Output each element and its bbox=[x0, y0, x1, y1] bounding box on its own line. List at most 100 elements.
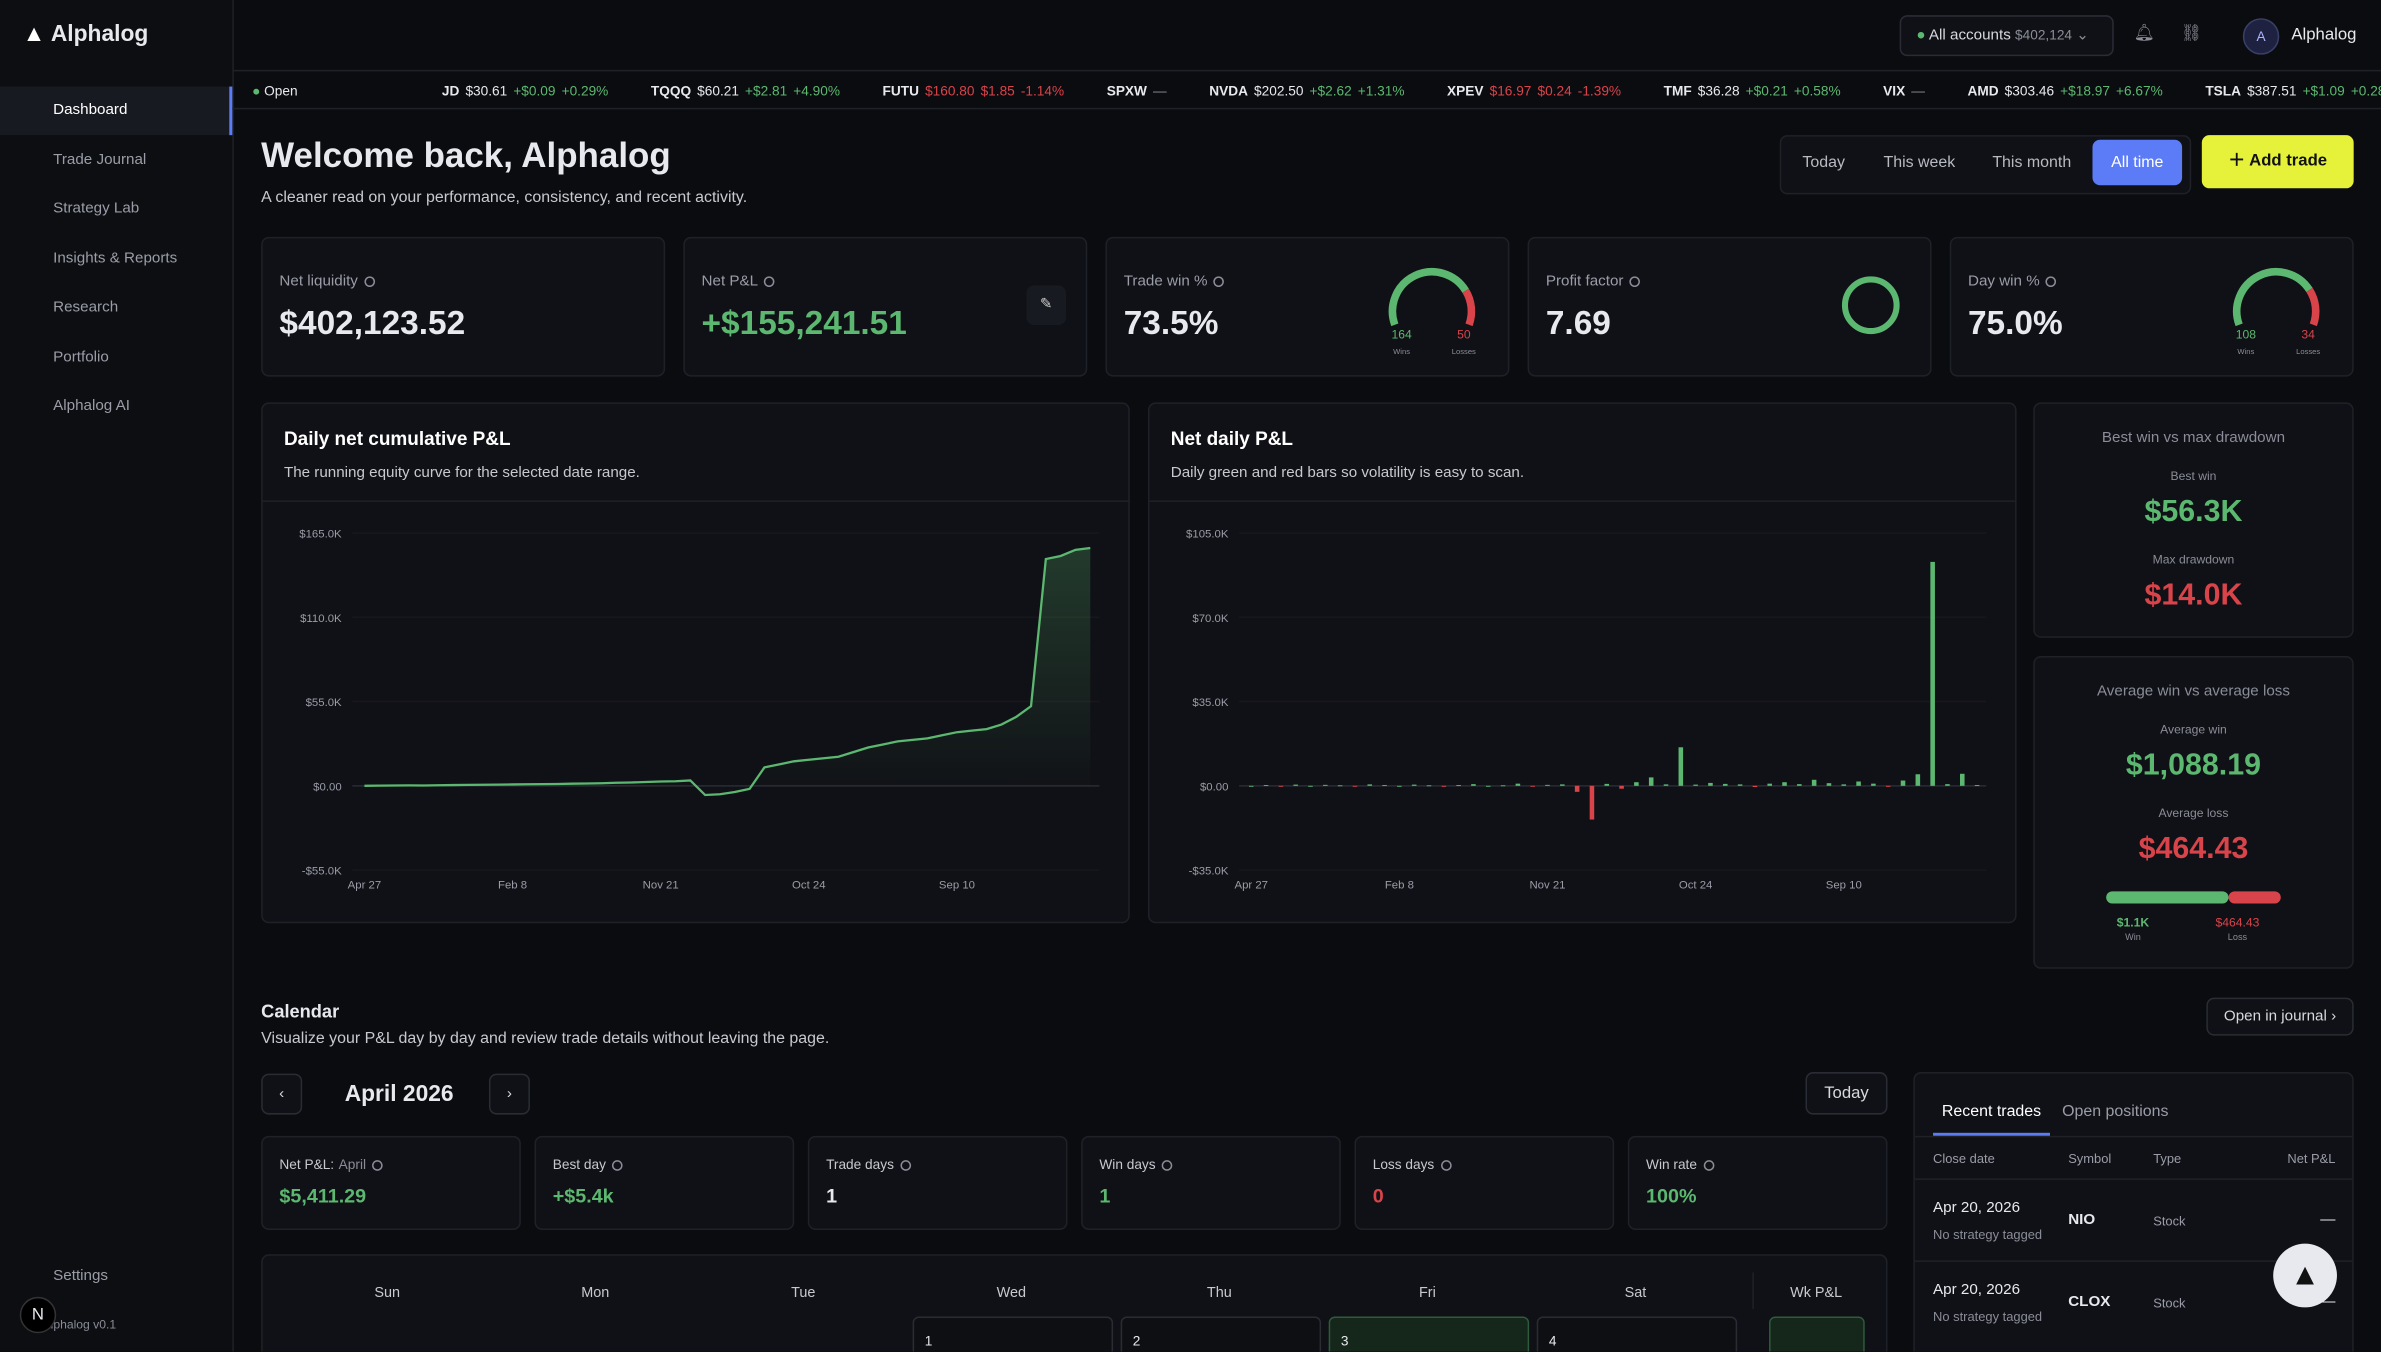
account-select[interactable]: ● All accounts $402,124 ⌄ bbox=[1899, 15, 2114, 57]
settings-link[interactable]: Settings bbox=[0, 1253, 232, 1302]
nav-item[interactable]: Portfolio bbox=[0, 333, 232, 382]
calendar-title: Calendar bbox=[261, 1000, 340, 1022]
day-number: 1 bbox=[924, 1333, 933, 1349]
trade-type: Stock bbox=[2153, 1213, 2186, 1229]
nav-text: Research bbox=[53, 299, 119, 316]
nav-item[interactable]: Research bbox=[0, 284, 232, 333]
ticker-item: AMD $303.46 +$18.97 +6.67% bbox=[1967, 84, 2168, 99]
weekday: Wed bbox=[996, 1284, 1027, 1302]
tab[interactable]: Recent trades bbox=[1933, 1102, 2050, 1136]
welcome-subtitle: A cleaner read on your performance, cons… bbox=[261, 188, 748, 207]
ticker-item: SPXW — bbox=[1107, 84, 1173, 99]
nav-item[interactable]: Trade Journal bbox=[0, 136, 232, 185]
extremes-card bbox=[2033, 402, 2354, 638]
info-icon[interactable] bbox=[372, 1160, 383, 1171]
averages-title: Average win vs average loss bbox=[2096, 683, 2290, 701]
ticker-symbol: JD bbox=[441, 83, 460, 99]
trade-pnl: — bbox=[2320, 1211, 2336, 1229]
day-cell[interactable] bbox=[1536, 1316, 1738, 1352]
bar-loss-value: $464.43 bbox=[2215, 915, 2260, 930]
ticker-symbol: FUTU bbox=[882, 83, 920, 99]
info-icon[interactable] bbox=[1629, 276, 1641, 287]
tab[interactable]: Open positions bbox=[2062, 1102, 2169, 1121]
ticker-symbol: VIX bbox=[1883, 83, 1906, 99]
calendar-subtitle: Visualize your P&L day by day and review… bbox=[261, 1029, 830, 1048]
column-header: Net P&L bbox=[2287, 1151, 2336, 1167]
welcome-title: Welcome back, Alphalog bbox=[261, 135, 671, 175]
stat-card bbox=[261, 236, 666, 377]
nav-text: Insights & Reports bbox=[53, 249, 178, 267]
info-icon[interactable] bbox=[1440, 1160, 1451, 1171]
ticker-price: $387.51 bbox=[2247, 83, 2297, 99]
bell[interactable]: 🔔︎ bbox=[2133, 24, 2155, 43]
range-button[interactable]: Today bbox=[1802, 153, 1846, 172]
drawdown-label: Max drawdown bbox=[2152, 552, 2235, 567]
week-cell bbox=[1769, 1316, 1865, 1352]
ticker-symbol: TSLA bbox=[2205, 83, 2241, 99]
cal-stat-label: Net P&L: bbox=[279, 1157, 335, 1173]
ticker-symbol: AMD bbox=[1967, 83, 1999, 99]
range-button[interactable]: This month bbox=[1992, 153, 2072, 172]
edit-button[interactable]: ✎ bbox=[1026, 285, 1066, 325]
stat-label-text: Trade win % bbox=[1123, 273, 1208, 291]
stat-label-text: Net liquidity bbox=[279, 273, 358, 291]
ticker-change: +$0.21 bbox=[1745, 83, 1788, 99]
ticker-price: $36.28 bbox=[1697, 83, 1740, 99]
nav-item[interactable]: Strategy Lab bbox=[0, 185, 232, 234]
day-cell[interactable] bbox=[912, 1316, 1114, 1352]
day-number: 2 bbox=[1132, 1333, 1141, 1349]
avatar-n[interactable]: N bbox=[19, 1296, 57, 1334]
info-icon[interactable] bbox=[363, 276, 375, 287]
user-avatar[interactable]: A bbox=[2242, 18, 2280, 55]
ticker: JD $30.61 +$0.09 +0.29% TQQQ $60.21 +$2.81 +4.9… bbox=[442, 84, 2381, 99]
stat-label: Day win % bbox=[1968, 273, 2057, 290]
week-pnl-header: Wk P&L bbox=[1790, 1284, 1843, 1302]
cal-stat-label: Win days bbox=[1099, 1157, 1156, 1173]
cal-stat-label: Win rate bbox=[1646, 1157, 1714, 1172]
ticker-symbol: TQQQ bbox=[650, 83, 692, 99]
open-journal[interactable]: Open in journal › bbox=[2206, 997, 2354, 1036]
day-cell[interactable] bbox=[1120, 1316, 1322, 1352]
divider bbox=[1752, 1272, 1754, 1309]
cal-stat-label: Win days bbox=[1099, 1157, 1173, 1173]
brand: ▲ Alphalog bbox=[22, 21, 149, 48]
ticker-change: $1.85 bbox=[980, 83, 1015, 99]
ticker-percent: +6.67% bbox=[2116, 83, 2163, 99]
nav-item[interactable]: Insights & Reports bbox=[0, 235, 232, 284]
nav-item[interactable]: Dashboard bbox=[0, 86, 233, 136]
link[interactable]: ⛓︎ bbox=[2180, 24, 2202, 43]
day-cell[interactable] bbox=[1328, 1316, 1530, 1352]
stat-label: Profit factor bbox=[1546, 273, 1641, 290]
ticker-change: $0.24 bbox=[1537, 83, 1572, 99]
add-trade[interactable]: ＋ Add trade bbox=[2201, 135, 2354, 189]
ticker-change: +$2.81 bbox=[745, 83, 788, 99]
info-icon[interactable] bbox=[764, 276, 775, 287]
info-icon[interactable] bbox=[900, 1160, 911, 1171]
nav-text: Strategy Lab bbox=[53, 200, 140, 218]
info-icon[interactable] bbox=[2045, 276, 2057, 287]
avg-loss-label: Average loss bbox=[2158, 806, 2229, 820]
ticker-symbol: SPXW bbox=[1106, 83, 1147, 99]
ticker-item: JD $30.61 +$0.09 +0.29% bbox=[442, 84, 615, 99]
ticker-percent: +4.90% bbox=[793, 83, 841, 99]
range-button[interactable]: All time bbox=[2092, 139, 2183, 186]
cal-stat-value: $5,411.29 bbox=[279, 1184, 367, 1208]
cal-stat-label: Loss days bbox=[1372, 1157, 1435, 1173]
ticker-item: TMF $36.28 +$0.21 +0.58% bbox=[1664, 84, 1847, 99]
nav-item[interactable]: Alphalog AI bbox=[0, 383, 232, 432]
ticker-price: — bbox=[1911, 83, 1925, 99]
info-icon[interactable] bbox=[612, 1160, 623, 1171]
info-icon[interactable] bbox=[1703, 1160, 1714, 1171]
info-icon[interactable] bbox=[1161, 1160, 1173, 1171]
ticker-symbol: TMF bbox=[1663, 83, 1692, 99]
assistant-button[interactable]: ▲ bbox=[2273, 1243, 2337, 1308]
bar-win-value: $1.1K bbox=[2116, 915, 2150, 930]
next-month[interactable]: › bbox=[488, 1073, 530, 1115]
today-button[interactable]: Today bbox=[1805, 1072, 1888, 1115]
weekday: Thu bbox=[1206, 1284, 1232, 1302]
nav-text: Dashboard bbox=[53, 101, 128, 119]
prev-month[interactable]: ‹ bbox=[261, 1073, 303, 1115]
ticker-change: +$1.09 bbox=[2302, 83, 2345, 99]
info-icon[interactable] bbox=[1213, 276, 1225, 287]
range-button[interactable]: This week bbox=[1883, 153, 1956, 172]
